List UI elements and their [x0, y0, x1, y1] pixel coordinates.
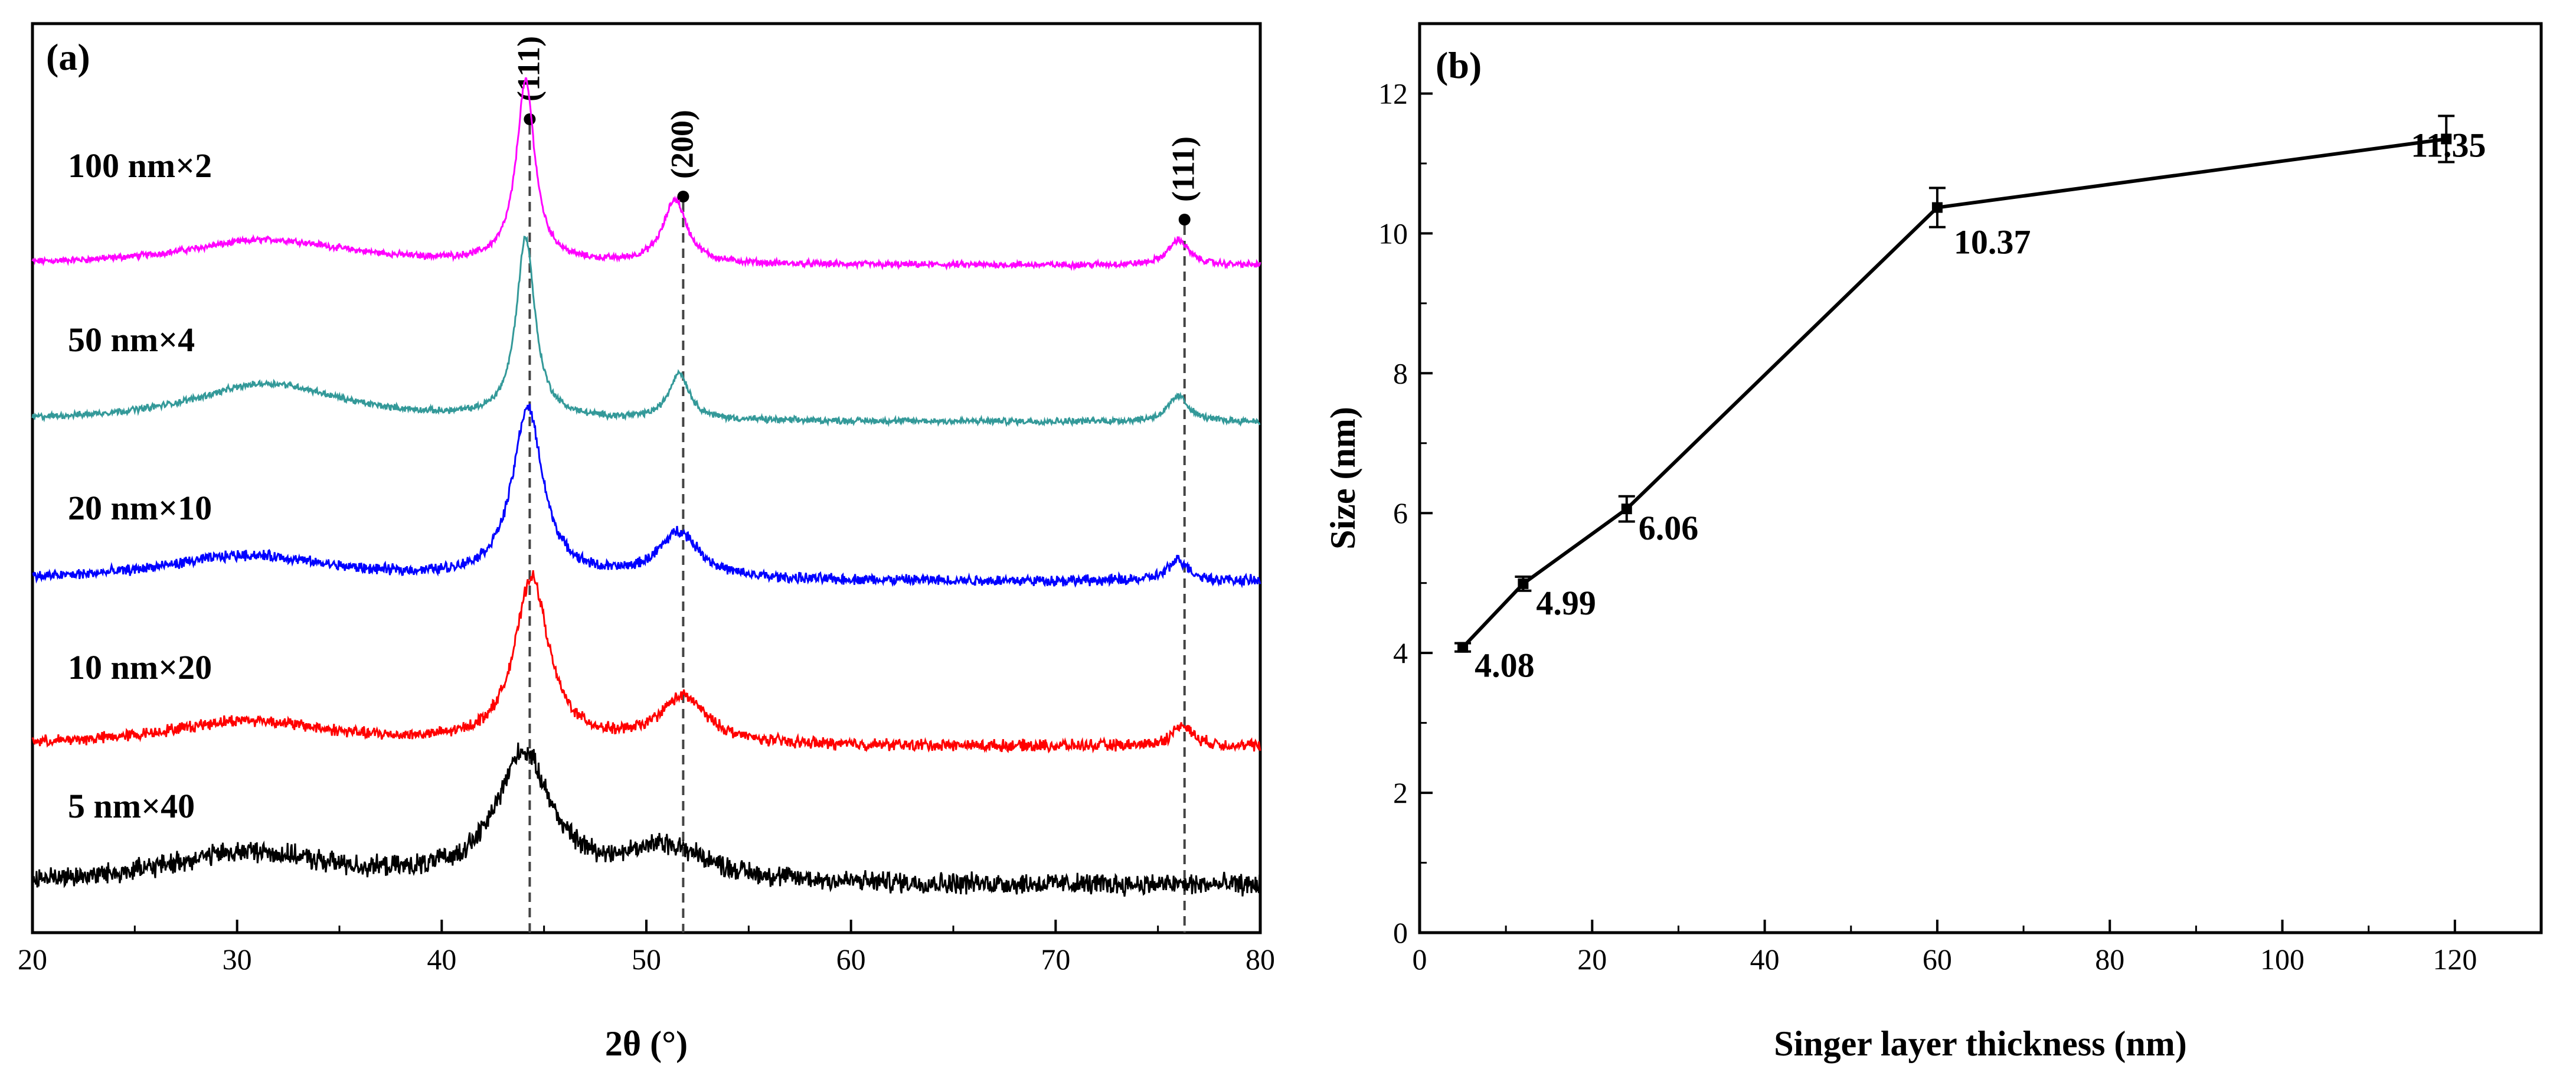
data-label: 10.37: [1954, 223, 2031, 261]
x-tick-label: 20: [1577, 943, 1607, 976]
y-axis-ticks: 0 2 4 6 8 10 12: [1378, 77, 1433, 949]
panel-b-label: (b): [1436, 44, 1482, 86]
data-label: 4.99: [1536, 584, 1596, 622]
x-tick-label: 60: [836, 943, 866, 976]
x-tick-label: 70: [1041, 943, 1070, 976]
panel-b-frame: [1418, 22, 2543, 934]
data-label: 11.35: [2411, 126, 2486, 164]
data-label: 4.08: [1475, 646, 1535, 685]
peak-marker-dot: [677, 191, 689, 202]
sample-labels: 100 nm×2 50 nm×4 20 nm×10 10 nm×20 5 nm×40: [68, 146, 212, 825]
data-point: [1518, 578, 1529, 589]
peak-label: (111): [1166, 136, 1201, 202]
xrd-trace-20-nm-10: [32, 403, 1261, 589]
data-point: [1457, 642, 1469, 653]
peak-label: (200): [664, 110, 699, 179]
sample-label: 50 nm×4: [68, 321, 195, 359]
panel-a-label: (a): [46, 36, 90, 78]
data-label: 6.06: [1639, 509, 1699, 547]
y-tick-label: 4: [1393, 636, 1408, 669]
x-tick-label: 50: [632, 943, 661, 976]
sample-label: 100 nm×2: [68, 146, 212, 185]
xrd-trace-100-nm-2: [31, 77, 1261, 272]
x-tick-label: 0: [1413, 943, 1427, 976]
y-tick-label: 10: [1378, 217, 1408, 250]
x-axis-title: Singer layer thickness (nm): [1774, 1024, 2186, 1063]
x-tick-label: 80: [1245, 943, 1275, 976]
data-point: [1931, 202, 1943, 213]
y-tick-label: 12: [1378, 77, 1408, 110]
peak-marker-dot: [524, 113, 536, 125]
sample-label: 5 nm×40: [68, 787, 195, 825]
size-line: [1461, 137, 2447, 649]
peak-marker-dot: [1178, 214, 1191, 225]
x-axis-ticks: 20 30 40 50 60 70 80: [18, 920, 1275, 976]
y-tick-label: 6: [1393, 496, 1408, 529]
x-axis-title: 2θ (°): [605, 1024, 688, 1063]
panel-b: (b) 0 20 40 60 80 100 120 0 2 4 6 8 10 12 4.084.99 6.…: [1323, 22, 2543, 1063]
y-tick-label: 8: [1393, 357, 1408, 390]
y-axis-title: Size (nm): [1323, 407, 1362, 550]
xrd-series: [31, 77, 1261, 897]
size-series: 4.084.99 6.06 10.37 11.35: [1454, 115, 2486, 685]
sample-label: 10 nm×20: [68, 648, 212, 687]
panel-a-frame: [31, 22, 1262, 934]
xrd-trace-5-nm-40: [31, 742, 1261, 897]
y-tick-label: 2: [1393, 776, 1408, 809]
x-tick-label: 100: [2260, 943, 2304, 976]
peak-marker-lines: (111)(200) (111): [511, 36, 1201, 933]
x-tick-label: 80: [2095, 943, 2124, 976]
x-tick-label: 40: [1750, 943, 1780, 976]
xrd-trace-50-nm-4: [31, 236, 1261, 427]
x-tick-label: 40: [427, 943, 456, 976]
data-point: [2441, 133, 2452, 145]
y-tick-label: 0: [1393, 916, 1408, 949]
panel-a: (a) (111)(200) (111) 100 nm×250 nm×420 nm…: [18, 22, 1275, 1063]
xrd-trace-10-nm-20: [31, 570, 1261, 754]
data-point: [1621, 504, 1632, 515]
x-tick-label: 20: [18, 943, 47, 976]
sample-label: 20 nm×10: [68, 489, 212, 527]
x-tick-label: 30: [223, 943, 252, 976]
x-tick-label: 120: [2433, 943, 2477, 976]
x-axis-ticks: 0 20 40 60 80 100 120: [1413, 920, 2477, 976]
x-tick-label: 60: [1923, 943, 1952, 976]
